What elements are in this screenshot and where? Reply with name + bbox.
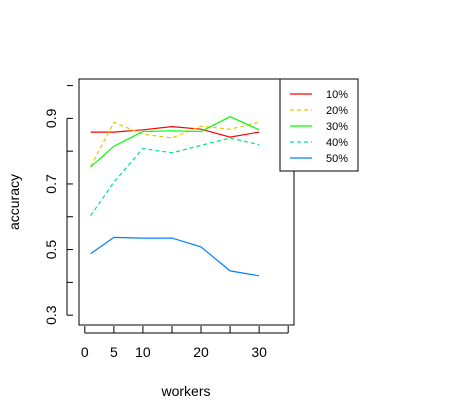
- x-tick-label: 5: [110, 344, 118, 360]
- x-tick-label: 0: [81, 344, 89, 360]
- y-tick-label: 0.3: [43, 305, 59, 325]
- series-line-4: [90, 137, 260, 217]
- legend-label: 10%: [326, 89, 348, 101]
- x-tick-label: 30: [251, 344, 267, 360]
- legend-label: 40%: [326, 137, 348, 149]
- series-line-5: [90, 236, 260, 277]
- y-axis-title: accuracy: [6, 174, 22, 230]
- x-axis: 0 5 10 20 30: [81, 326, 289, 360]
- x-axis-title: workers: [160, 383, 210, 399]
- series-line-2: [90, 121, 260, 167]
- plot-frame: [78, 78, 295, 326]
- legend: 10% 20% 30% 40% 50%: [279, 78, 359, 172]
- series-lines: [90, 116, 260, 277]
- legend-box: [279, 78, 359, 172]
- y-tick-label: 0.5: [43, 240, 59, 260]
- x-tick-label: 10: [135, 344, 151, 360]
- y-tick-label: 0.7: [43, 174, 59, 194]
- legend-label: 30%: [326, 121, 348, 133]
- series-line-1: [90, 125, 260, 138]
- x-tick-label: 20: [193, 344, 209, 360]
- y-axis: 0.3 0.5 0.7 0.9: [43, 85, 73, 325]
- legend-label: 20%: [326, 105, 348, 117]
- legend-label: 50%: [326, 153, 348, 165]
- y-tick-label: 0.9: [43, 108, 59, 128]
- series-line-3: [90, 116, 260, 168]
